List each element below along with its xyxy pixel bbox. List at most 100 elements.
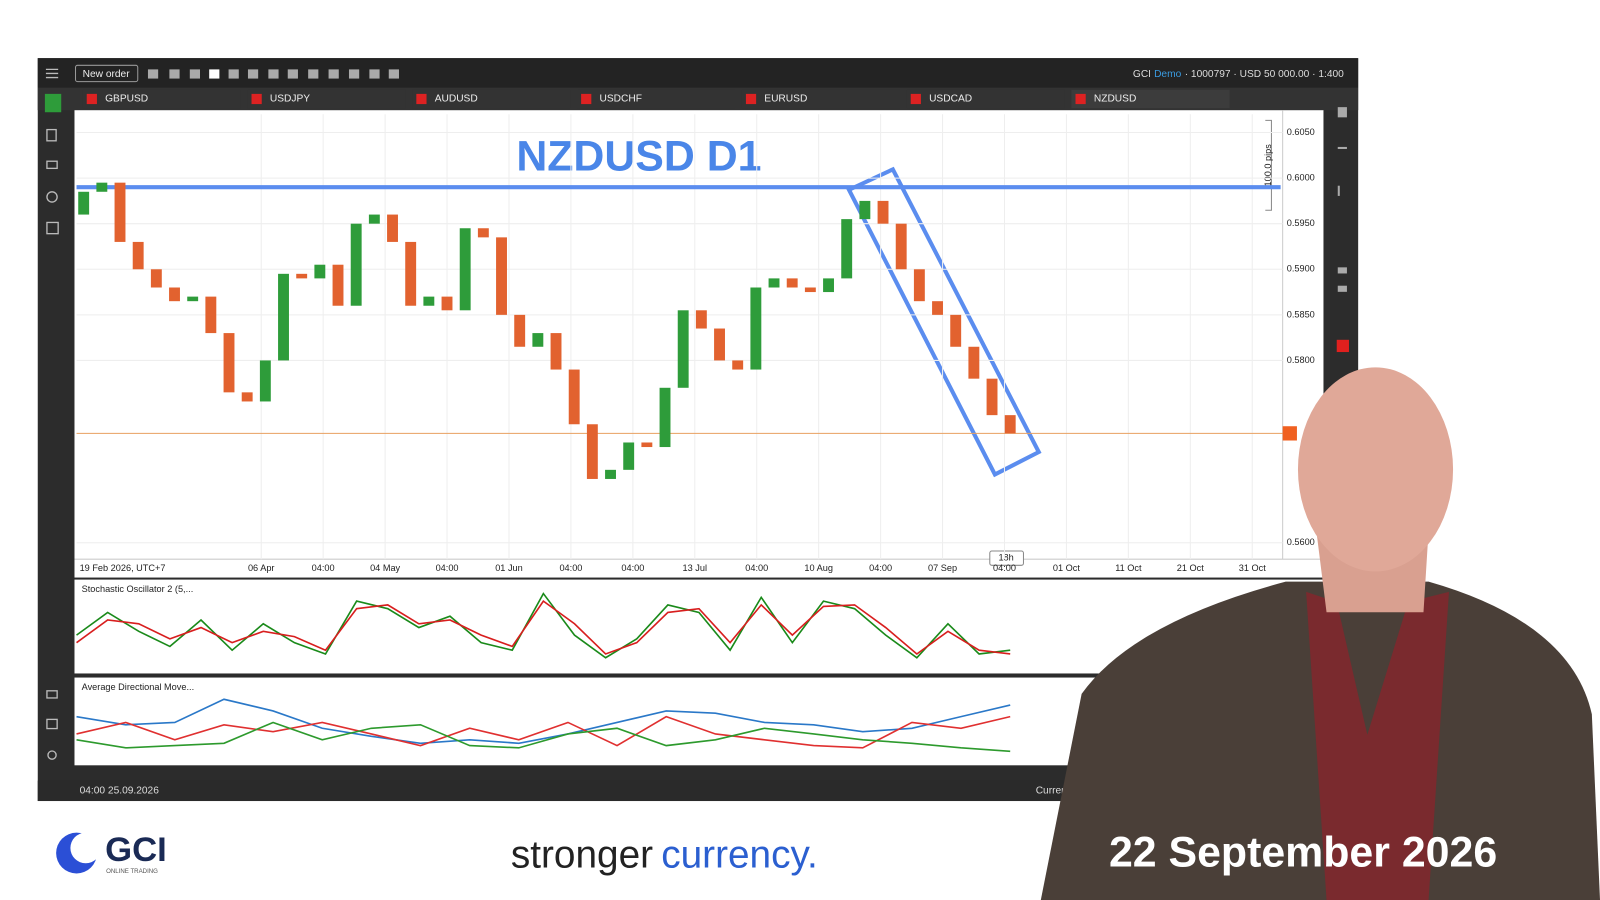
candle-body	[859, 200, 871, 220]
x-tick-label: 21 Oct	[1177, 563, 1204, 573]
tab-label[interactable]: USDJPY	[270, 94, 310, 105]
y-tick-label: 0.6050	[1287, 127, 1315, 137]
tab-label[interactable]: USDCHF	[599, 94, 641, 105]
candle-body	[695, 310, 707, 329]
indicator-title: Stochastic Oscillator 2 (5,...	[82, 584, 194, 594]
toolbar-icons[interactable]	[147, 69, 399, 79]
candle-body	[895, 223, 907, 270]
y-tick-label: 0.6000	[1287, 173, 1315, 183]
candle-body	[278, 273, 289, 361]
logo-sub: ONLINE TRADING	[106, 868, 158, 875]
candle-body	[169, 287, 180, 302]
channel-drawing[interactable]	[846, 166, 1042, 478]
tab-flag	[910, 93, 921, 105]
candle-body	[568, 369, 580, 425]
slogan-2: currency.	[661, 833, 818, 876]
tab-label[interactable]: NZDUSD	[1094, 94, 1136, 105]
candle-body	[714, 328, 725, 361]
candle-body	[786, 278, 798, 288]
tab-flag	[581, 93, 592, 105]
tab[interactable]	[82, 89, 241, 109]
candle-body	[823, 278, 834, 293]
x-tick-label: 13 Jul	[683, 563, 707, 573]
candle-body	[296, 273, 308, 279]
x-tick-label: 31 Oct	[1239, 563, 1266, 573]
indicator-line	[76, 592, 1011, 659]
candle-body	[986, 378, 998, 416]
indicator-line	[76, 698, 1011, 745]
tab-flag	[1075, 93, 1086, 105]
presenter	[1040, 367, 1600, 900]
tab-label[interactable]: GBPUSD	[105, 94, 148, 105]
candle-body	[405, 241, 417, 306]
sidebar-icons[interactable]	[45, 68, 59, 793]
tab-flag	[251, 93, 262, 105]
x-tick-label: 04:00	[745, 563, 768, 573]
x-tick-label: 04:00	[869, 563, 892, 573]
indicator-line	[76, 721, 1011, 753]
indicator-line	[76, 715, 1011, 749]
candle-body	[913, 269, 925, 302]
candle-body	[187, 296, 199, 302]
candle-body	[496, 237, 507, 315]
y-tick-label: 0.5900	[1287, 264, 1315, 274]
account-mode: Demo	[1154, 69, 1182, 80]
candle-body	[877, 200, 889, 224]
tab[interactable]	[906, 89, 1065, 109]
x-tick-label: 04 May	[370, 563, 400, 573]
tab[interactable]	[741, 89, 900, 109]
candle-body	[932, 301, 943, 315]
tab-label[interactable]: USDCAD	[929, 94, 972, 105]
x-tick-label: 07 Sep	[928, 563, 957, 573]
indicator-title: Average Directional Move...	[82, 682, 195, 692]
candle-body	[114, 182, 126, 242]
tab-label[interactable]: AUDUSD	[435, 94, 478, 105]
candle-body	[314, 264, 326, 279]
countdown-box	[989, 550, 1024, 566]
new-order-button[interactable]	[75, 64, 139, 83]
tab[interactable]	[412, 89, 571, 109]
candle-body	[1004, 415, 1016, 434]
right-toolbar[interactable]	[1336, 107, 1349, 353]
candle-body	[332, 264, 344, 306]
candle-body	[550, 333, 562, 370]
candle-body	[532, 333, 544, 347]
candle-body	[768, 278, 780, 288]
candle-body	[350, 223, 362, 306]
candle-body	[96, 182, 108, 192]
x-tick-label: 04:00	[559, 563, 582, 573]
status-bar	[37, 780, 1359, 802]
candle-body	[968, 346, 980, 379]
candle-body	[804, 287, 816, 293]
account-broker: GCI	[1133, 69, 1151, 80]
candle-body	[732, 360, 744, 370]
candle-body	[586, 424, 598, 479]
x-tick-label: 04:00	[312, 563, 335, 573]
candle-body	[259, 360, 271, 402]
candle-body	[132, 241, 144, 270]
range-bracket	[1265, 119, 1272, 211]
tab-label[interactable]: EURUSD	[764, 94, 807, 105]
candle-body	[150, 269, 162, 288]
current-price-marker	[1282, 426, 1297, 441]
indicator-line	[76, 599, 1011, 656]
sidebar-active[interactable]	[44, 93, 62, 113]
candle-body	[623, 442, 635, 470]
tab[interactable]	[577, 89, 736, 109]
slogan-1: stronger	[511, 833, 653, 876]
candle-body	[205, 296, 217, 334]
tab[interactable]	[1071, 89, 1230, 109]
candle-body	[514, 314, 526, 347]
new-order-label[interactable]: New order	[83, 69, 131, 80]
account-info: · 1000797 · USD 50 000.00 · 1:400	[1185, 69, 1344, 80]
tab-flag	[745, 93, 757, 105]
x-tick-label: 19 Feb 2026, UTC+7	[80, 563, 166, 573]
candle-body	[423, 296, 435, 306]
candle-body	[677, 310, 689, 388]
candle-body	[368, 214, 380, 224]
tab[interactable]	[247, 89, 406, 109]
candle-body	[78, 191, 90, 215]
logo-mark	[56, 832, 102, 874]
y-tick-label: 0.5800	[1287, 355, 1315, 365]
